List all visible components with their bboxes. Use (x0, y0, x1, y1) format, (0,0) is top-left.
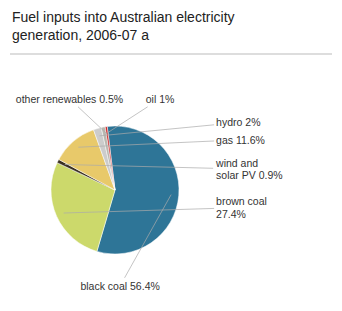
slice-label: gas 11.6% (216, 134, 265, 146)
slice-label: other renewables 0.5% (16, 93, 123, 105)
slice-label: brown coal27.4% (216, 195, 267, 220)
slice-label-line: solar PV 0.9% (216, 169, 283, 181)
slice-label: hydro 2% (216, 116, 260, 128)
chart-container: Fuel inputs into Australian electricity g… (0, 0, 342, 311)
leader-line (65, 165, 213, 169)
title-line: Fuel inputs into Australian electricity (12, 9, 235, 25)
background (0, 0, 342, 311)
leader-line (105, 107, 148, 135)
slice (94, 127, 115, 190)
leader-line (125, 195, 172, 278)
slice-label-line: wind and (215, 157, 258, 169)
slice-label: wind andsolar PV 0.9% (215, 157, 283, 182)
leader-line (78, 141, 214, 147)
labels: black coal 56.4% brown coal27.4% wind ands… (16, 93, 283, 292)
leader-lines (64, 107, 215, 278)
separator (10, 54, 332, 55)
leader-line (78, 107, 107, 134)
slice-label-line: brown coal (216, 195, 267, 207)
slice-label-line: hydro 2% (216, 116, 260, 128)
slice-label-line: oil 1% (146, 93, 175, 105)
slice (101, 127, 115, 190)
leader-line (64, 208, 215, 213)
chart: Fuel inputs into Australian electricity g… (0, 0, 342, 311)
slice-label: oil 1% (146, 93, 175, 105)
title-line: generation, 2006-07 a (12, 27, 149, 43)
slice-label-line: 27.4% (216, 208, 246, 220)
slice (105, 126, 115, 190)
title: Fuel inputs into Australian electricity g… (12, 9, 235, 43)
slice-label-line: black coal 56.4% (80, 280, 159, 292)
slice-label: black coal 56.4% (80, 280, 159, 292)
slice-label-line: gas 11.6% (216, 134, 265, 146)
slice-label-line: other renewables 0.5% (16, 93, 123, 105)
